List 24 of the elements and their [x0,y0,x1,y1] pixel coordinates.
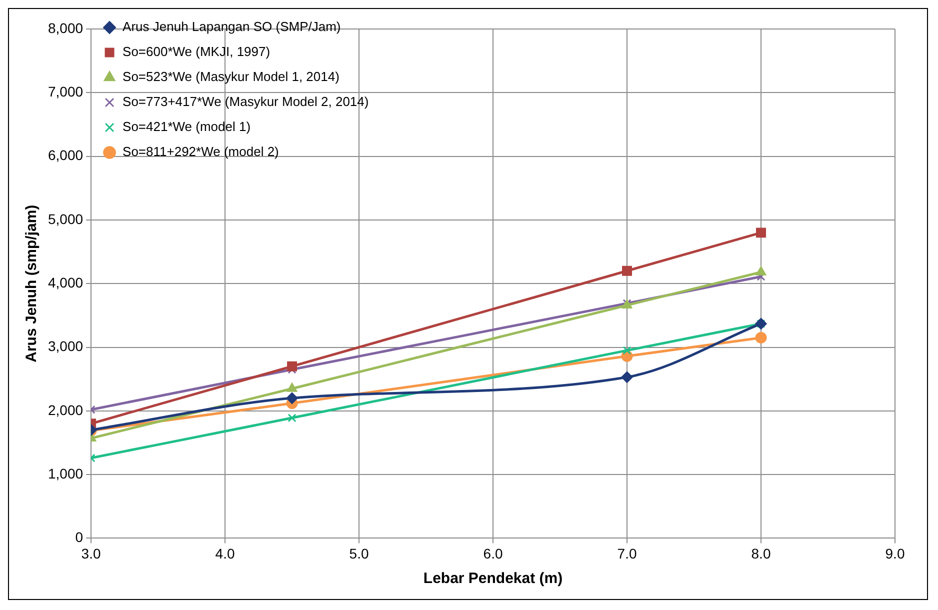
y-tick-label: 5,000 [48,210,84,227]
x-tick-label: 4.0 [215,545,235,562]
y-tick-label: 8,000 [48,20,84,36]
y-tick-label: 3,000 [48,338,84,354]
y-tick-label: 6,000 [48,147,84,164]
y-tick-label: 4,000 [48,274,84,290]
x-axis-title: Lebar Pendekat (m) [423,570,563,588]
legend-label: So=773+417*We (Masykur Model 2, 2014) [122,94,369,110]
y-tick-label: 2,000 [48,402,84,418]
y-tick-label: 7,000 [48,84,84,100]
legend-label: So=600*We (MKJI, 1997) [122,44,270,60]
x-tick-label: 8.0 [751,545,771,562]
y-tick-label: 1,000 [48,465,84,482]
x-tick-label: 9.0 [885,545,905,562]
x-tick-label: 5.0 [349,545,369,562]
legend-label: So=811+292*We (model 2) [122,144,279,160]
x-tick-label: 3.0 [81,545,101,562]
x-tick-label: 7.0 [617,545,637,562]
legend-label: Arus Jenuh Lapangan SO (SMP/Jam) [122,19,341,34]
legend-label: So=421*We (model 1) [122,119,251,134]
x-tick-label: 6.0 [483,545,503,562]
y-axis-title: Arus Jenuh (smp/jam) [23,204,40,362]
y-tick-label: 0 [75,529,84,546]
legend-label: So=523*We (Masykur Model 1, 2014) [122,69,340,84]
